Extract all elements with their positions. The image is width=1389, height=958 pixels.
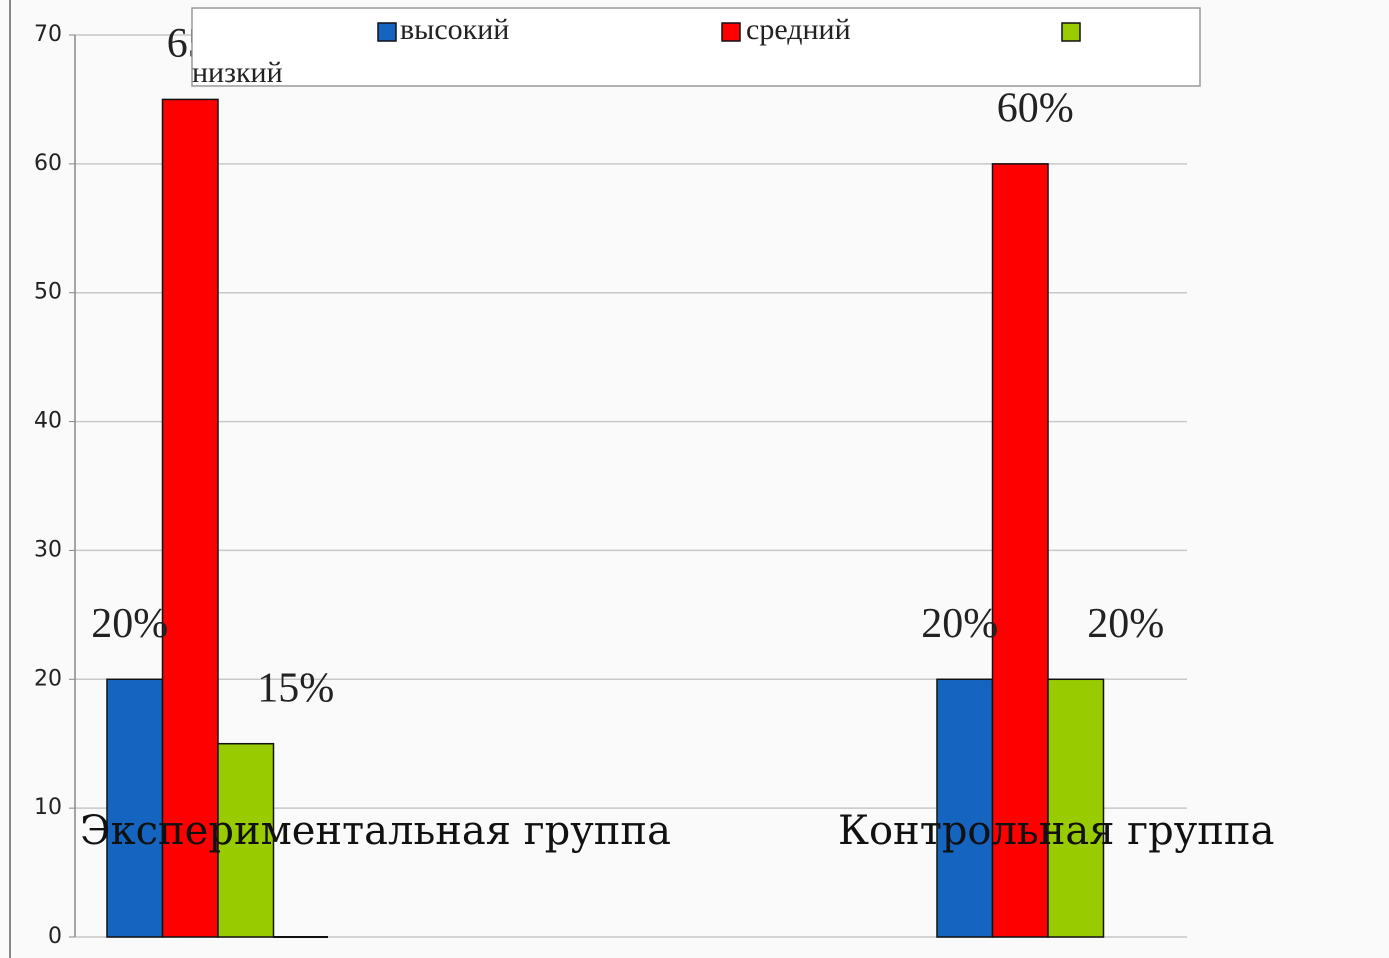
y-tick-label: 50: [34, 280, 62, 305]
y-tick-label: 60: [34, 151, 62, 176]
bar: [217, 742, 275, 938]
y-tick-label: 20: [34, 666, 62, 691]
x-category-label: Контрольная группа: [838, 808, 1274, 854]
y-tick-label: 10: [34, 795, 62, 820]
y-tick-label: 30: [34, 537, 62, 562]
y-tick-label: 70: [34, 22, 62, 47]
y-tick-label: 0: [48, 924, 62, 949]
x-category-label: Экспериментальная группа: [80, 808, 671, 854]
legend-swatch: [1061, 22, 1081, 42]
value-label: 60%: [997, 85, 1074, 131]
value-label: 20%: [921, 601, 998, 647]
bar: [161, 98, 219, 938]
legend-label: низкий: [192, 56, 283, 89]
legend-swatch: [377, 22, 397, 42]
legend-label: высокий: [400, 13, 509, 46]
legend-box: [191, 7, 1201, 87]
y-tick-label: 40: [34, 409, 62, 434]
legend-label: средний: [746, 13, 851, 46]
bar: [1047, 678, 1105, 938]
value-label: 20%: [1087, 601, 1164, 647]
bar: [991, 163, 1049, 938]
legend-swatch: [721, 22, 741, 42]
value-label: 20%: [91, 601, 168, 647]
value-label: 15%: [257, 665, 334, 711]
